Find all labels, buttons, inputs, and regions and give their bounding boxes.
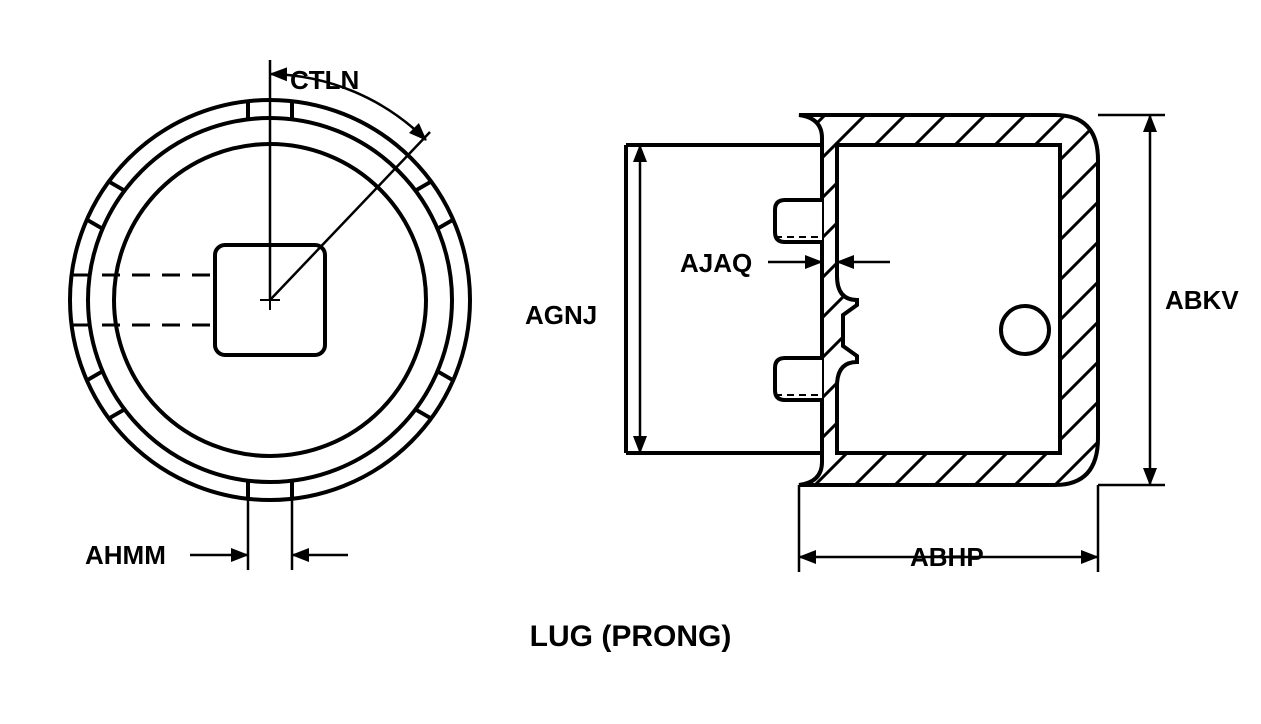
label-ctln: CTLN (290, 65, 359, 96)
label-abhp: ABHP (910, 542, 984, 573)
label-abkv: ABKV (1165, 285, 1239, 316)
label-ajaq: AJAQ (680, 248, 752, 279)
diagram-title: LUG (PRONG) (0, 620, 1261, 654)
label-ahmm: AHMM (85, 540, 166, 571)
section-view (626, 100, 1165, 572)
label-agnj: AGNJ (525, 300, 597, 331)
diagram-container: CTLN AHMM AGNJ AJAQ ABKV ABHP LUG (PRONG… (0, 0, 1261, 724)
technical-drawing-svg (0, 0, 1261, 724)
front-view (70, 60, 470, 570)
